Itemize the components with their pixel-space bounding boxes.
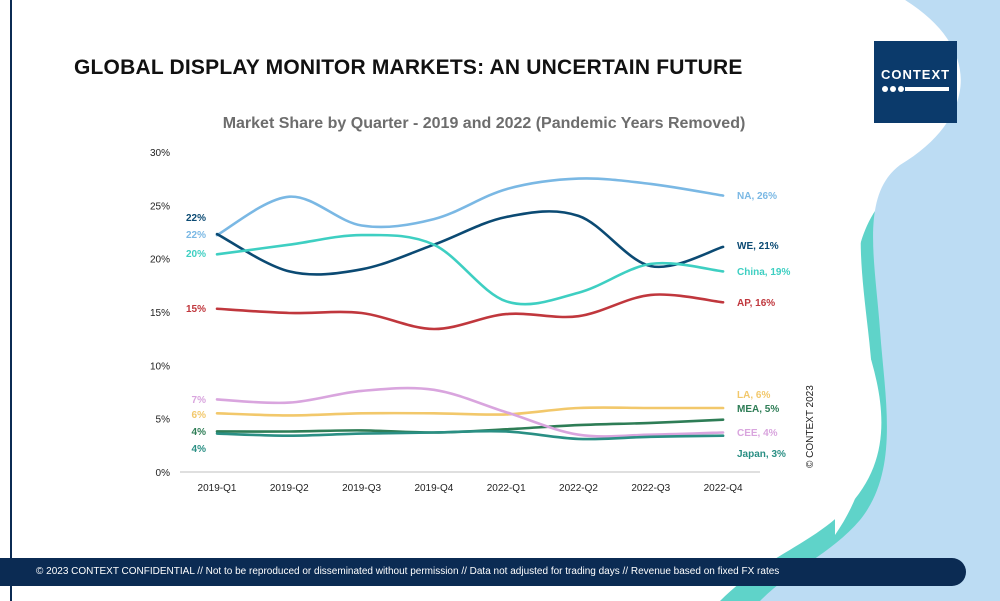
footer-disclaimer: © 2023 CONTEXT CONFIDENTIAL // Not to be… bbox=[36, 566, 780, 577]
logo-bar-icon bbox=[905, 87, 949, 91]
y-tick-label: 10% bbox=[150, 361, 170, 372]
y-tick-label: 30% bbox=[150, 148, 170, 159]
x-tick-label: 2022-Q3 bbox=[631, 483, 670, 494]
series-end-label-china: China, 19% bbox=[737, 267, 790, 278]
series-start-label-la: 6% bbox=[192, 410, 207, 421]
series-end-label-cee: CEE, 4% bbox=[737, 428, 778, 439]
y-axis: 0% 5% 10% 15% 20% 25% 30% bbox=[150, 148, 170, 479]
series-end-label-na: NA, 26% bbox=[737, 191, 777, 202]
light-blue-wave-decoration bbox=[760, 0, 1000, 601]
y-tick-label: 15% bbox=[150, 308, 170, 319]
series-line-na bbox=[215, 177, 725, 237]
series-line-ap bbox=[215, 293, 725, 331]
series-end-label-we: WE, 21% bbox=[737, 241, 779, 252]
series-line-la bbox=[215, 406, 725, 417]
series-end-label-la: LA, 6% bbox=[737, 390, 770, 401]
logo-dot-icon bbox=[882, 86, 888, 92]
x-tick-label: 2022-Q4 bbox=[704, 483, 743, 494]
series-lines bbox=[215, 177, 725, 441]
series-end-label-mea: MEA, 5% bbox=[737, 404, 779, 415]
x-tick-label: 2022-Q1 bbox=[487, 483, 526, 494]
x-tick-label: 2019-Q3 bbox=[342, 483, 381, 494]
left-rule bbox=[10, 0, 12, 601]
series-start-label-ap: 15% bbox=[186, 304, 206, 315]
series-line-cee bbox=[215, 386, 725, 438]
series-line-japan bbox=[215, 429, 725, 441]
series-start-label-we: 22% bbox=[186, 213, 206, 224]
chart-title: Market Share by Quarter - 2019 and 2022 … bbox=[223, 115, 746, 132]
logo-dot-icon bbox=[898, 86, 904, 92]
series-end-label-japan: Japan, 3% bbox=[737, 449, 786, 460]
logo-dot-icon bbox=[890, 86, 896, 92]
series-end-label-ap: AP, 16% bbox=[737, 298, 775, 309]
y-tick-label: 0% bbox=[156, 468, 171, 479]
page-title: GLOBAL DISPLAY MONITOR MARKETS: AN UNCER… bbox=[74, 56, 743, 79]
y-tick-label: 5% bbox=[156, 415, 171, 426]
series-start-label-na: 22% bbox=[186, 230, 206, 241]
x-tick-label: 2019-Q2 bbox=[270, 483, 309, 494]
white-card-decoration bbox=[835, 0, 953, 535]
x-tick-label: 2019-Q4 bbox=[414, 483, 453, 494]
series-start-label-japan: 4% bbox=[192, 444, 207, 455]
x-tick-label: 2022-Q2 bbox=[559, 483, 598, 494]
series-start-label-mea: 4% bbox=[192, 427, 207, 438]
y-tick-label: 20% bbox=[150, 255, 170, 266]
x-tick-label: 2019-Q1 bbox=[198, 483, 237, 494]
footer-bar: © 2023 CONTEXT CONFIDENTIAL // Not to be… bbox=[0, 558, 966, 586]
vertical-copyright: © CONTEXT 2023 bbox=[805, 385, 816, 468]
logo-wordmark: CONTEXT bbox=[880, 67, 951, 82]
series-start-label-cee: 7% bbox=[192, 395, 207, 406]
y-tick-label: 25% bbox=[150, 201, 170, 212]
series-labels: 22% NA, 26% 22% WE, 21% 20% China, 19% 15% AP, … bbox=[186, 191, 790, 460]
series-start-label-china: 20% bbox=[186, 249, 206, 260]
series-line-we bbox=[215, 210, 725, 276]
x-axis: 2019-Q1 2019-Q2 2019-Q3 2019-Q4 2022-Q1 2022-… bbox=[198, 483, 743, 494]
series-line-china bbox=[215, 233, 725, 306]
context-logo: CONTEXT bbox=[874, 41, 957, 123]
